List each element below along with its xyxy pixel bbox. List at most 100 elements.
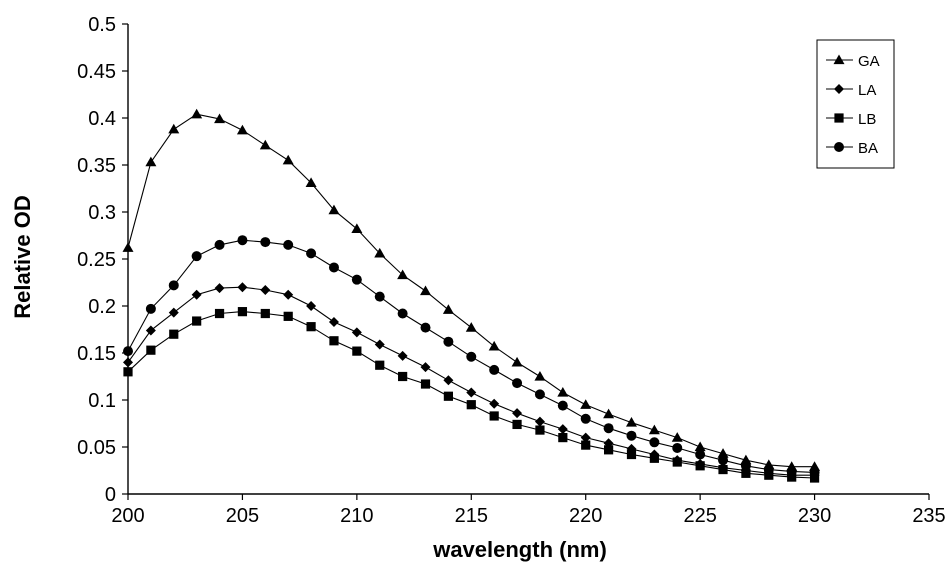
- data-point-LA: [283, 289, 294, 300]
- data-point-LB: [466, 400, 476, 410]
- data-point-GA: [397, 269, 409, 280]
- data-point-LB: [672, 457, 682, 467]
- data-point-LB: [214, 308, 225, 319]
- data-point-LA: [466, 387, 477, 398]
- data-point-GA: [580, 399, 592, 409]
- data-point-GA: [191, 108, 203, 119]
- data-point-LA: [214, 283, 225, 294]
- y-tick-label: 0.2: [88, 296, 116, 318]
- data-point-LA: [168, 307, 179, 318]
- data-point-LB: [535, 425, 545, 435]
- data-point-GA: [557, 386, 569, 397]
- data-point-GA: [465, 322, 477, 332]
- data-point-LB: [352, 346, 362, 356]
- legend-label: BA: [858, 140, 878, 157]
- series-line-LA: [127, 286, 815, 476]
- data-point-GA: [259, 139, 271, 150]
- data-point-LB: [169, 329, 179, 339]
- data-point-BA: [603, 423, 614, 434]
- axes: 0 0.05 0.1 0.15 0.2 0.25 0.3 0.35 0.4 0.45 0.5 200 2…: [77, 14, 946, 527]
- series-GA: [122, 108, 821, 471]
- legend: GA LA LB BA: [816, 39, 895, 169]
- data-point-LB: [695, 461, 705, 471]
- data-point-BA: [123, 346, 133, 357]
- data-point-LB: [123, 367, 133, 377]
- data-point-LB: [375, 360, 385, 370]
- data-point-LA: [374, 339, 385, 350]
- data-point-BA: [740, 460, 751, 471]
- data-point-BA: [695, 449, 706, 460]
- data-point-LB: [489, 411, 499, 421]
- y-tick-label: 0.05: [77, 437, 116, 459]
- data-point-BA: [191, 251, 202, 262]
- data-point-LA: [580, 432, 591, 443]
- data-point-GA: [168, 123, 180, 134]
- data-point-BA: [214, 239, 225, 250]
- data-point-BA: [580, 413, 591, 424]
- data-point-GA: [511, 356, 523, 367]
- legend-marker: [834, 113, 844, 123]
- data-point-BA: [718, 455, 729, 466]
- legend-marker: [834, 84, 844, 94]
- data-point-LB: [512, 419, 522, 430]
- data-point-LB: [420, 379, 431, 389]
- data-point-LA: [512, 408, 523, 419]
- data-point-LA: [351, 327, 362, 338]
- data-point-BA: [534, 389, 545, 400]
- data-point-GA: [328, 204, 340, 215]
- data-point-BA: [489, 364, 500, 375]
- data-point-LB: [260, 308, 270, 319]
- legend-label: LB: [858, 111, 876, 128]
- y-tick-label: 0.15: [77, 343, 116, 365]
- data-point-BA: [626, 430, 637, 441]
- data-point-LB: [626, 449, 637, 460]
- y-tick-label: 0.3: [88, 202, 116, 224]
- data-point-LA: [145, 325, 156, 336]
- data-point-LB: [764, 470, 774, 480]
- x-axis-title: wavelength (nm): [432, 537, 607, 562]
- data-point-GA: [351, 223, 363, 234]
- series-LA: [123, 282, 820, 481]
- data-point-GA: [717, 448, 729, 458]
- data-point-LA: [397, 350, 408, 361]
- data-point-LA: [237, 282, 248, 293]
- data-point-BA: [557, 400, 568, 411]
- data-point-BA: [237, 235, 248, 246]
- data-point-BA: [420, 322, 431, 333]
- data-point-BA: [809, 467, 820, 478]
- data-point-LB: [581, 440, 591, 450]
- data-point-LA: [420, 362, 431, 373]
- series-layer: [122, 108, 821, 483]
- y-axis-title: Relative OD: [10, 195, 35, 319]
- y-tick-label: 0.5: [88, 14, 116, 36]
- x-tick-label: 230: [798, 505, 831, 527]
- data-point-BA: [763, 464, 774, 475]
- data-point-BA: [397, 308, 408, 319]
- legend-item-LB: LB: [826, 111, 876, 128]
- data-point-LB: [398, 371, 408, 382]
- legend-marker: [834, 142, 844, 152]
- data-point-GA: [282, 154, 294, 165]
- data-point-LB: [443, 391, 453, 401]
- legend-item-LA: LA: [826, 82, 876, 99]
- data-point-BA: [672, 442, 683, 453]
- data-point-LA: [123, 357, 133, 368]
- data-point-LB: [146, 345, 156, 355]
- data-point-GA: [122, 242, 134, 252]
- x-tick-label: 215: [455, 505, 488, 527]
- data-point-LB: [329, 336, 339, 346]
- data-point-LA: [191, 289, 202, 300]
- data-point-GA: [305, 177, 317, 187]
- data-point-BA: [649, 437, 660, 448]
- data-point-BA: [168, 280, 179, 291]
- series-line-GA: [127, 113, 815, 468]
- series-LB: [123, 307, 820, 483]
- x-tick-label: 200: [111, 505, 144, 527]
- x-tick-label: 235: [912, 505, 945, 527]
- data-point-BA: [466, 351, 477, 362]
- data-point-GA: [145, 156, 157, 167]
- data-point-GA: [442, 304, 454, 314]
- legend-label: GA: [858, 53, 880, 70]
- data-point-BA: [443, 336, 454, 347]
- data-point-LA: [489, 398, 500, 409]
